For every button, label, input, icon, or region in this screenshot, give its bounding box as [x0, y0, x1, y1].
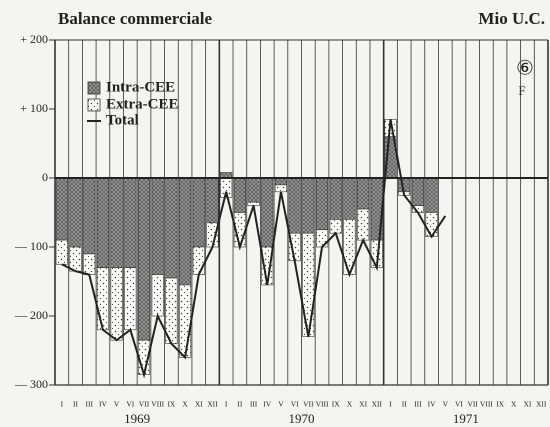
x-tick-label: IV	[99, 400, 107, 409]
legend-label: Extra-CEE	[106, 96, 179, 112]
x-tick-label: IX	[496, 400, 504, 409]
legend-label: Total	[106, 112, 139, 128]
x-tick-label: II	[73, 400, 78, 409]
x-tick-label: VIII	[480, 400, 493, 409]
bar	[315, 229, 329, 248]
bar	[151, 274, 164, 317]
x-tick-label: IX	[332, 400, 340, 409]
bar	[206, 177, 219, 224]
x-tick-label: XII	[372, 400, 383, 409]
legend-swatch	[87, 98, 101, 112]
bar	[110, 267, 123, 341]
x-tick-label: III	[250, 400, 258, 409]
bar	[96, 267, 109, 331]
chart-title: Balance commerciale	[58, 9, 213, 28]
x-tick-label: XI	[359, 400, 367, 409]
x-tick-label: V	[114, 400, 120, 409]
bar	[55, 239, 68, 265]
bar	[411, 177, 424, 206]
year-label: 1971	[453, 411, 479, 426]
y-tick-label: + 200	[20, 32, 48, 46]
y-tick-label: — 200	[14, 308, 48, 322]
bar	[192, 246, 205, 275]
x-tick-label: VI	[291, 400, 299, 409]
bar	[274, 177, 288, 186]
bar	[233, 177, 246, 213]
bar	[343, 177, 356, 220]
x-tick-label: I	[225, 400, 228, 409]
bar	[69, 177, 82, 248]
annotation: ⑥	[516, 58, 534, 80]
bar	[83, 177, 96, 255]
bar	[288, 177, 301, 234]
bar	[179, 284, 192, 358]
bar	[124, 177, 137, 268]
x-tick-label: III	[85, 400, 93, 409]
bar	[192, 177, 205, 248]
bar	[124, 267, 137, 331]
x-tick-label: I	[61, 400, 64, 409]
x-tick-label: II	[402, 400, 407, 409]
x-tick-label: X	[511, 400, 517, 409]
bar	[247, 177, 260, 203]
bar	[261, 177, 274, 248]
bar	[96, 177, 109, 268]
bar	[357, 177, 370, 210]
y-tick-label: + 100	[20, 101, 48, 115]
bar	[302, 232, 315, 337]
x-tick-label: VII	[467, 400, 478, 409]
x-tick-label: III	[414, 400, 422, 409]
year-label: 1970	[289, 411, 315, 426]
annotation: F	[518, 83, 525, 98]
x-tick-label: VI	[126, 400, 134, 409]
bar	[274, 184, 288, 193]
x-tick-label: X	[347, 400, 353, 409]
x-tick-label: V	[278, 400, 284, 409]
bar	[425, 177, 438, 213]
x-tick-label: IV	[428, 400, 436, 409]
x-tick-label: XII	[207, 400, 218, 409]
bar	[151, 177, 164, 275]
y-tick-label: 0	[42, 170, 48, 184]
bar	[315, 177, 329, 231]
x-tick-label: X	[182, 400, 188, 409]
bar	[137, 177, 151, 341]
bar	[179, 177, 192, 286]
y-tick-label: — 100	[14, 239, 48, 253]
x-tick-label: XII	[536, 400, 547, 409]
x-tick-label: IX	[167, 400, 175, 409]
x-tick-label: VIII	[151, 400, 164, 409]
year-label: 1969	[124, 411, 150, 426]
total-line	[61, 119, 447, 379]
bar	[83, 253, 96, 275]
bar	[165, 177, 178, 279]
x-tick-label: XI	[523, 400, 531, 409]
bar	[302, 177, 315, 234]
bar	[357, 208, 370, 241]
bar	[110, 177, 123, 268]
unit-label: Mio U.C.	[478, 9, 545, 28]
bar	[329, 219, 342, 234]
y-tick-label: — 300	[14, 377, 48, 391]
bar	[69, 246, 82, 272]
bar	[425, 212, 438, 237]
x-tick-label: VII	[303, 400, 314, 409]
x-tick-label: VI	[455, 400, 463, 409]
bar	[55, 177, 68, 241]
x-tick-label: XI	[195, 400, 203, 409]
x-tick-label: I	[389, 400, 392, 409]
x-tick-label: II	[237, 400, 242, 409]
bar	[329, 177, 342, 220]
x-tick-label: VII	[139, 400, 150, 409]
legend-swatch	[87, 81, 101, 95]
x-tick-label: VIII	[316, 400, 329, 409]
legend-label: Intra-CEE	[106, 79, 175, 95]
bar	[247, 201, 260, 206]
x-tick-label: IV	[263, 400, 271, 409]
x-tick-label: V	[443, 400, 449, 409]
